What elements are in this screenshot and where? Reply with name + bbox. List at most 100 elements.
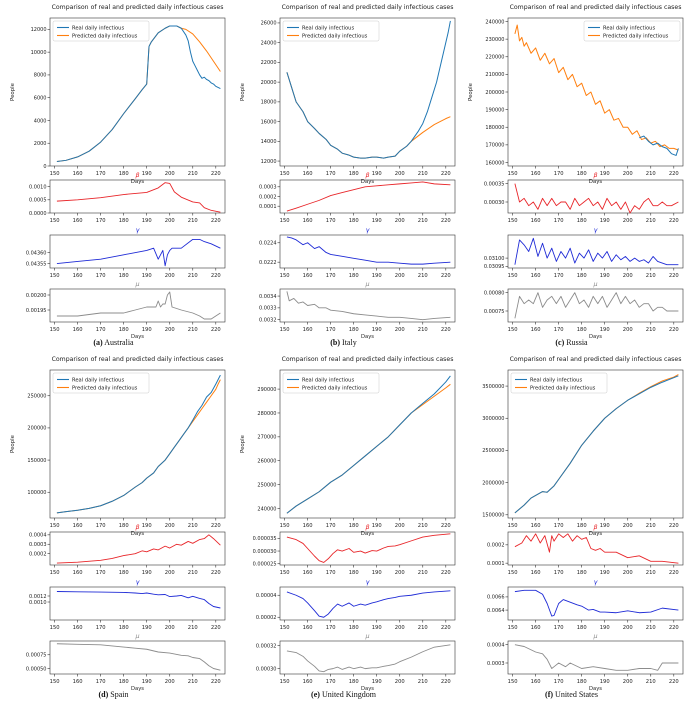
param-plot-frame: [507, 179, 684, 214]
param-xtick-label: 200: [395, 625, 405, 631]
param-label: μ: [134, 280, 139, 288]
param-xtick-label: 190: [600, 570, 610, 576]
param-xtick-label: 190: [600, 327, 610, 333]
param-plot-frame: [49, 179, 226, 214]
param-plot-frame: [279, 640, 456, 675]
param-xtick-label: 150: [508, 625, 518, 631]
predicted-series-line: [286, 383, 451, 514]
param-xtick-label: 220: [669, 327, 679, 333]
param-xtick-label: 180: [349, 273, 359, 279]
param-xtick-label: 150: [50, 327, 60, 333]
param-xtick-label: 150: [280, 625, 290, 631]
main-xtick-label: 210: [188, 171, 198, 177]
main-xtick-label: 170: [96, 171, 106, 177]
main-xtick-label: 170: [554, 171, 564, 177]
main-ytick-label: 2000000: [482, 480, 504, 486]
param-ytick-label: 0.0003: [29, 542, 47, 548]
main-ytick-label: 12000: [261, 159, 277, 165]
caption-letter: (f): [545, 690, 554, 699]
param-ytick-label: 0.0002: [29, 551, 47, 557]
param-series-line: [286, 533, 451, 563]
param-xtick-label: 190: [142, 625, 152, 631]
main-xtick-label: 190: [600, 523, 610, 529]
param-xtick-label: 210: [646, 327, 656, 333]
param-ytick-label: 0.0004: [29, 533, 47, 539]
legend-entry: Predicted daily infectious: [302, 33, 368, 39]
chart-title: Comparison of real and predicted daily i…: [510, 4, 682, 11]
param-ytick-label: 0.00200: [26, 293, 47, 299]
main-plot: 150 160 170 180 190 200 210 220 100000 150000 2000…: [10, 369, 226, 537]
param-xtick-label: 190: [600, 625, 610, 631]
param-plot: μ 0.0032 0.0033 0.0034 150 160 170 180 190 200 210…: [259, 280, 456, 340]
chart-panel-f: Comparison of real and predicted daily i…: [482, 356, 684, 692]
param-xtick-label: 180: [119, 679, 129, 685]
x-axis-label: Days: [361, 179, 375, 185]
main-xtick-label: 150: [50, 523, 60, 529]
param-xtick-label: 200: [165, 625, 175, 631]
param-xtick-label: 180: [119, 273, 129, 279]
main-ytick-label: 180000: [485, 125, 504, 131]
param-label: β: [365, 171, 369, 179]
predicted-series-line: [514, 24, 679, 151]
main-ytick-label: 260000: [257, 459, 276, 465]
legend: Real daily infectious Predicted daily inf…: [52, 20, 150, 42]
param-xtick-label: 160: [531, 327, 541, 333]
param-xtick-label: 180: [119, 218, 129, 224]
main-xtick-label: 180: [349, 523, 359, 529]
param-xtick-label: 160: [303, 679, 313, 685]
main-ytick-label: 280000: [257, 411, 276, 417]
param-ytick-label: 0.0001: [487, 561, 505, 567]
param-xtick-label: 150: [50, 273, 60, 279]
main-xtick-label: 200: [165, 171, 175, 177]
legend-entry: Predicted daily infectious: [302, 385, 368, 391]
param-xtick-label: 190: [142, 679, 152, 685]
main-xtick-label: 200: [623, 523, 633, 529]
legend: Real daily infectious Predicted daily inf…: [583, 20, 681, 42]
param-ytick-label: 0.04360: [26, 250, 47, 256]
param-ytick-label: 0.00004: [256, 593, 277, 599]
main-plot-frame: [279, 369, 456, 519]
param-xtick-label: 210: [418, 327, 428, 333]
param-xtick-label: 180: [577, 218, 587, 224]
param-series-line: [286, 291, 451, 321]
param-ytick-label: 0.0003: [487, 661, 505, 667]
param-ytick-label: 0.00050: [26, 666, 47, 672]
param-xtick-label: 210: [188, 218, 198, 224]
main-xtick-label: 180: [577, 523, 587, 529]
param-xtick-label: 170: [96, 273, 106, 279]
legend-entry: Real daily infectious: [302, 25, 354, 31]
param-xtick-label: 210: [188, 570, 198, 576]
main-xtick-label: 190: [372, 523, 382, 529]
param-xtick-label: 200: [623, 218, 633, 224]
param-plot-frame: [279, 288, 456, 323]
param-xtick-label: 180: [119, 625, 129, 631]
param-label: γ: [594, 226, 599, 234]
param-series-line: [286, 644, 451, 673]
param-xtick-label: 170: [554, 218, 564, 224]
main-xtick-label: 190: [600, 171, 610, 177]
legend-entry: Predicted daily infectious: [530, 385, 596, 391]
param-plot-frame: [279, 586, 456, 621]
param-xtick-label: 190: [372, 273, 382, 279]
param-series-line: [514, 533, 679, 564]
chart-title: Comparison of real and predicted daily i…: [510, 356, 682, 363]
param-series-line: [514, 589, 679, 617]
param-xtick-label: 190: [372, 679, 382, 685]
param-xtick-label: 220: [669, 625, 679, 631]
param-xtick-label: 200: [165, 570, 175, 576]
param-ytick-label: 0.0001: [259, 204, 277, 210]
param-ytick-label: 0.0004: [487, 642, 505, 648]
main-xtick-label: 190: [142, 523, 152, 529]
param-ytick-label: 0.00195: [26, 308, 47, 314]
param-xtick-label: 220: [211, 679, 221, 685]
param-xtick-label: 210: [646, 625, 656, 631]
param-x-axis-label: Days: [131, 334, 144, 340]
caption-country: Italy: [342, 338, 357, 347]
main-ytick-label: 18000: [261, 100, 277, 106]
param-ytick-label: 0.0034: [259, 294, 277, 300]
param-xtick-label: 220: [211, 218, 221, 224]
param-series-line: [286, 181, 451, 212]
legend-entry: Real daily infectious: [302, 377, 354, 383]
main-xtick-label: 200: [395, 171, 405, 177]
